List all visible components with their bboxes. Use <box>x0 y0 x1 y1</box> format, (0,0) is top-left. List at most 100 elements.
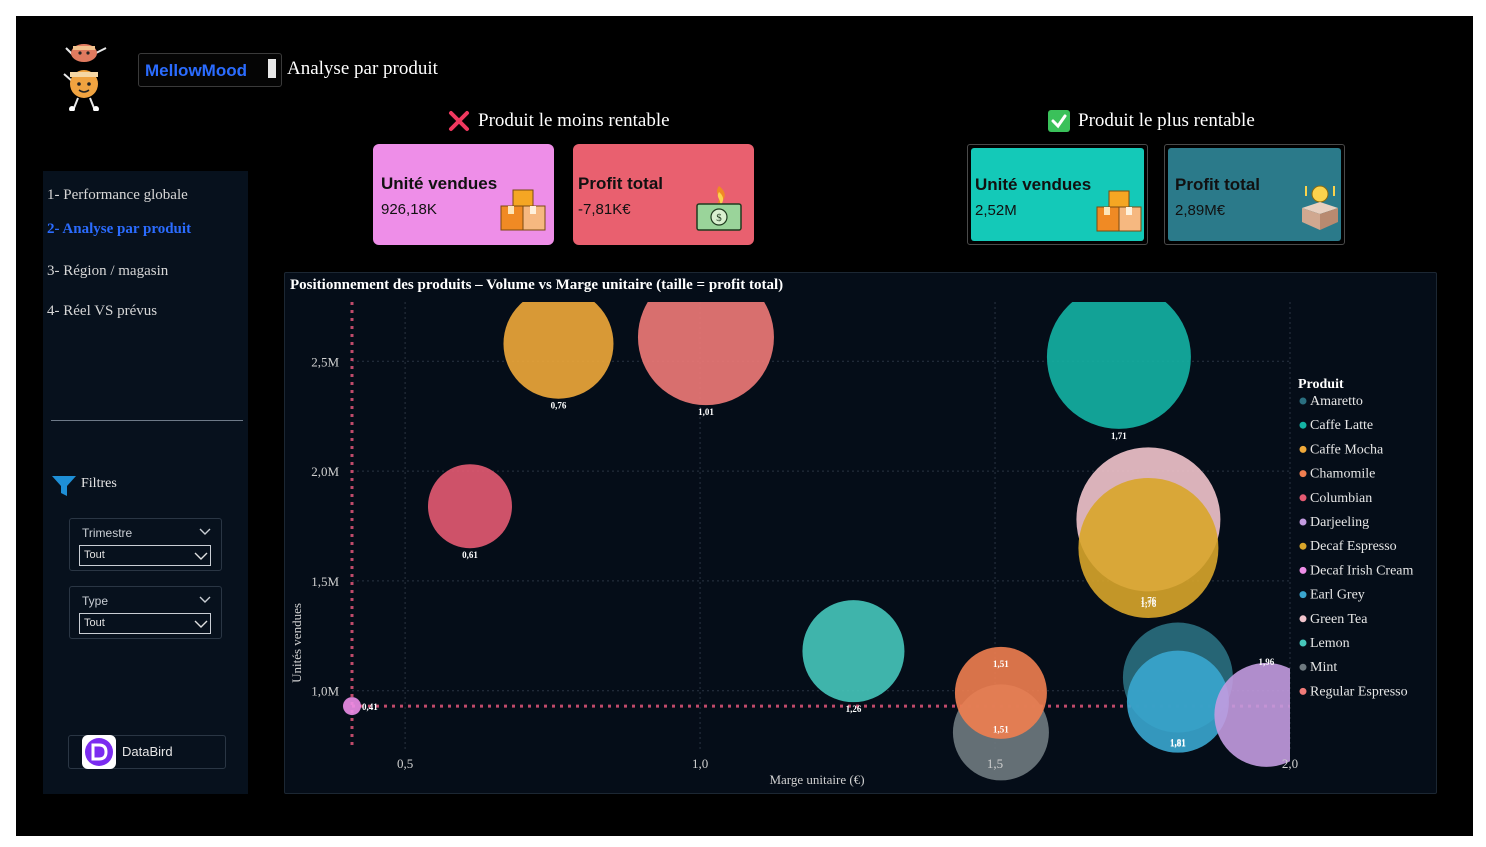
bubble-columbian[interactable] <box>427 464 512 549</box>
legend-swatch <box>1299 494 1307 502</box>
legend-swatch <box>1299 687 1307 695</box>
most-units-value: 2,52M <box>975 202 1017 219</box>
legend-item[interactable]: Amaretto <box>1310 394 1363 409</box>
legend-item[interactable]: Earl Grey <box>1310 588 1365 603</box>
legend-swatch <box>1299 421 1307 429</box>
type-select[interactable]: Tout <box>79 613 211 634</box>
databird-logo-icon <box>82 735 116 769</box>
y-axis-label: Unités vendues <box>289 603 304 683</box>
nav-item-region-magasin[interactable]: 3- Région / magasin <box>47 263 169 279</box>
least-units-card: Unité vendues 926,18K <box>373 144 554 245</box>
check-icon <box>1048 110 1070 132</box>
y-tick-label: 2,5M <box>311 354 339 369</box>
legend-swatch <box>1299 639 1307 647</box>
legend-item[interactable]: Decaf Irish Cream <box>1310 563 1414 578</box>
reference-lines <box>350 302 1290 750</box>
legend-swatch <box>1299 663 1307 671</box>
bubble-lemon[interactable] <box>802 600 905 703</box>
bubble-chamomile[interactable] <box>954 646 1047 739</box>
trimestre-select-value: Tout <box>84 549 105 561</box>
databird-button[interactable]: DataBird <box>68 735 226 769</box>
bubble-label: 1,81 <box>1170 738 1186 748</box>
bubble-decaf-irish-cream[interactable] <box>343 697 361 716</box>
databird-label: DataBird <box>122 744 173 759</box>
legend-swatch <box>1299 445 1307 453</box>
bubble-caffe-mocha[interactable] <box>503 289 614 399</box>
trimestre-select[interactable]: Tout <box>79 545 211 566</box>
legend-item[interactable]: Lemon <box>1310 636 1350 651</box>
least-units-label: Unité vendues <box>381 174 498 193</box>
legend-item[interactable]: Columbian <box>1310 491 1372 506</box>
legend-swatch <box>1299 470 1307 478</box>
brand-badge <box>138 53 282 87</box>
type-filter: Type Tout <box>69 586 222 639</box>
burning-money-icon: $ <box>696 186 742 231</box>
bubble-label: 1,96 <box>1259 657 1275 667</box>
bubble-earl-grey[interactable] <box>1126 650 1229 753</box>
bubble-decaf-espresso[interactable] <box>1078 477 1219 618</box>
legend-item[interactable]: Caffe Mocha <box>1310 442 1384 457</box>
legend-swatch <box>1299 397 1307 405</box>
trimestre-filter-label: Trimestre <box>82 526 133 540</box>
bubble-label: 0,41 <box>362 702 378 712</box>
bubble-label: 1,51 <box>993 659 1009 669</box>
y-tick-label: 1,5M <box>311 574 339 589</box>
legend-swatch <box>1299 615 1307 623</box>
sidebar-divider <box>51 420 243 421</box>
bubble-label: 1,51 <box>993 724 1009 734</box>
least-profit-card: Profit total -7,81K€ $ <box>573 144 754 245</box>
legend-item[interactable]: Decaf Espresso <box>1310 539 1397 554</box>
x-tick-label: 2,0 <box>1282 756 1298 771</box>
legend-item[interactable]: Chamomile <box>1310 467 1375 482</box>
bubbles <box>343 272 1318 781</box>
type-select-value: Tout <box>84 617 105 629</box>
trimestre-filter: Trimestre Tout <box>69 518 222 571</box>
x-tick-label: 1,5 <box>987 756 1003 771</box>
least-units-value: 926,18K <box>381 201 437 218</box>
chart-title: Positionnement des produits – Volume vs … <box>290 277 783 293</box>
bubble-caffe-latte[interactable] <box>1046 285 1191 429</box>
type-filter-label: Type <box>82 594 109 608</box>
chevron-down-icon[interactable] <box>199 596 211 604</box>
legend-swatch <box>1299 566 1307 574</box>
bubble-label: 0,61 <box>462 550 478 560</box>
legend-item[interactable]: Mint <box>1310 660 1337 675</box>
money-box-icon <box>1302 185 1338 230</box>
boxes-icon <box>500 189 546 231</box>
least-profitable-title: Produit le moins rentable <box>478 110 670 131</box>
bubble-regular-espresso[interactable] <box>637 272 774 406</box>
legend-swatch <box>1299 591 1307 599</box>
most-profit-card: Profit total 2,89M€ <box>1168 148 1341 241</box>
filters-title: Filtres <box>81 476 117 491</box>
bubble-label: 0,76 <box>551 401 567 411</box>
most-profitable-title: Produit le plus rentable <box>1078 110 1255 131</box>
least-profit-value: -7,81K€ <box>578 201 631 218</box>
legend-title: Produit <box>1298 377 1344 392</box>
x-axis-ticks: 0,5 1,0 1,5 2,0 <box>397 756 1298 771</box>
legend-item[interactable]: Caffe Latte <box>1310 418 1373 433</box>
bubble-label: 1,81 <box>1170 739 1186 749</box>
nav-item-analyse-par-produit[interactable]: 2- Analyse par produit <box>47 221 192 237</box>
bubble-label: 1,26 <box>846 704 862 714</box>
sidebar <box>43 171 248 794</box>
chevron-down-icon[interactable] <box>199 528 211 536</box>
bubble-labels: 0,76 1,01 1,71 0,61 1,761,76 1,26 1,51 1,51 1,81… <box>362 401 1275 749</box>
filter-icon <box>52 476 76 496</box>
chevron-down-icon <box>194 552 208 560</box>
nav-item-reel-vs-prevus[interactable]: 4- Réel VS prévus <box>47 303 158 319</box>
legend-item[interactable]: Darjeeling <box>1310 515 1369 530</box>
bubble-label: 1,76 <box>1141 595 1157 605</box>
most-units-label: Unité vendues <box>975 175 1092 194</box>
legend-item[interactable]: Regular Espresso <box>1310 684 1408 699</box>
page-title: Analyse par produit <box>287 58 438 79</box>
most-profit-value: 2,89M€ <box>1175 202 1226 219</box>
nav-item-performance-globale[interactable]: 1- Performance globale <box>47 187 188 203</box>
svg-text:$: $ <box>716 212 722 224</box>
bubble-darjeeling[interactable] <box>1214 662 1318 767</box>
y-axis-ticks: 1,0M 1,5M 2,0M 2,5M <box>311 354 339 698</box>
most-profit-frame: Profit total 2,89M€ <box>1164 144 1345 245</box>
legend-item[interactable]: Green Tea <box>1310 612 1368 627</box>
least-profit-label: Profit total <box>578 174 663 193</box>
legend-swatch <box>1299 542 1307 550</box>
most-units-frame: Unité vendues 2,52M <box>967 144 1148 245</box>
